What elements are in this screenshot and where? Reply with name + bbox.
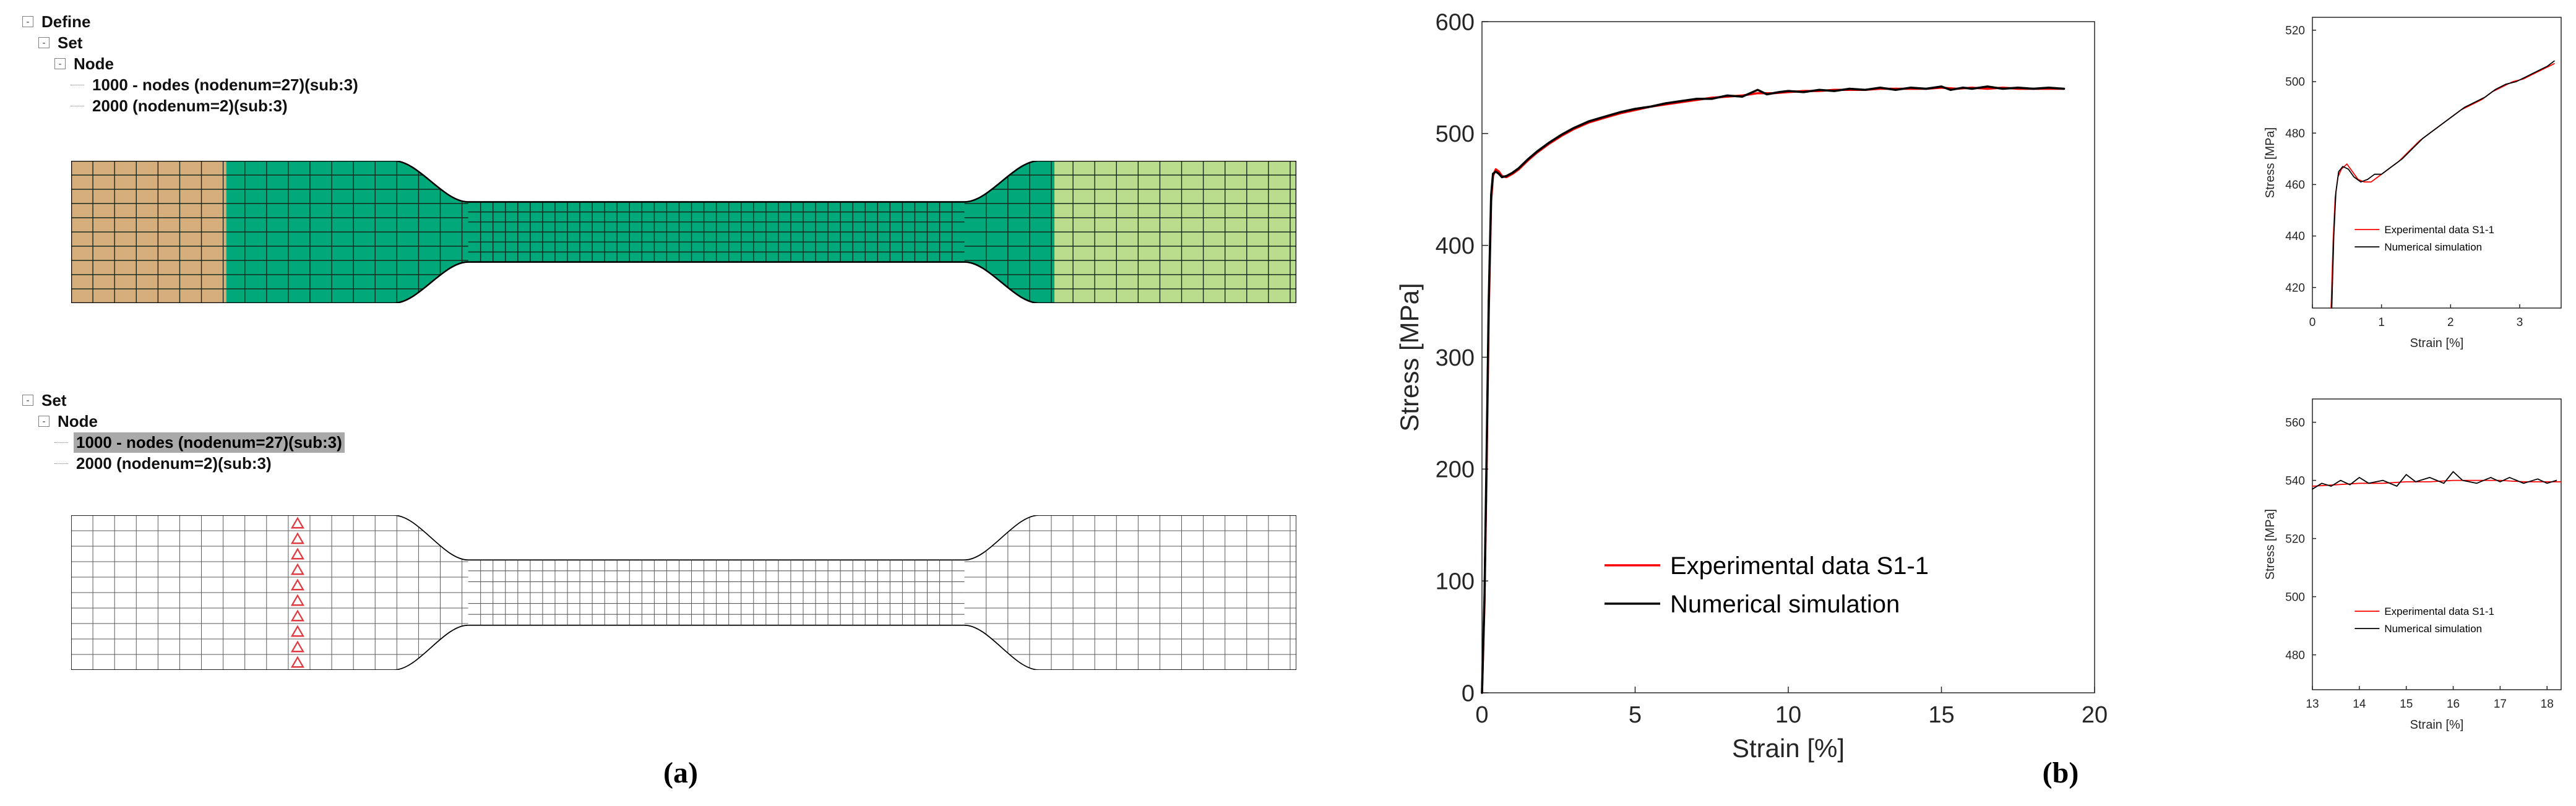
svg-text:0: 0 bbox=[2309, 316, 2316, 329]
svg-text:600: 600 bbox=[1436, 9, 1475, 35]
svg-text:Experimental data S1-1: Experimental data S1-1 bbox=[2384, 224, 2494, 236]
mesh-wireframe-specimen bbox=[71, 515, 1296, 670]
svg-text:2: 2 bbox=[2447, 316, 2454, 329]
svg-text:18: 18 bbox=[2541, 698, 2554, 711]
svg-text:540: 540 bbox=[2285, 474, 2305, 487]
svg-text:300: 300 bbox=[1436, 345, 1475, 371]
stress-strain-inset-plateau: 13 14 15 16 17 18 480 500 520 540 560 Strain [%] Str… bbox=[2264, 398, 2562, 732]
model-tree-top: - Define - Set - Node 1000 - nodes (nodenum=27… bbox=[19, 11, 361, 116]
mesh-colored-specimen bbox=[71, 161, 1296, 303]
tree-item[interactable]: 1000 - nodes (nodenum=27)(sub:3) bbox=[19, 432, 345, 453]
tree-item-label: 1000 - nodes (nodenum=27)(sub:3) bbox=[92, 75, 358, 94]
svg-text:10: 10 bbox=[1775, 702, 1801, 728]
tree-collapse-icon[interactable]: - bbox=[38, 37, 50, 48]
svg-text:Stress [MPa]: Stress [MPa] bbox=[1395, 283, 1424, 431]
svg-text:Strain [%]: Strain [%] bbox=[2410, 718, 2464, 732]
svg-text:Numerical simulation: Numerical simulation bbox=[2384, 241, 2482, 253]
svg-text:Numerical simulation: Numerical simulation bbox=[2384, 623, 2482, 635]
svg-text:420: 420 bbox=[2285, 281, 2305, 294]
svg-text:14: 14 bbox=[2353, 698, 2366, 711]
svg-text:520: 520 bbox=[2285, 24, 2305, 37]
svg-text:15: 15 bbox=[2400, 698, 2413, 711]
svg-text:500: 500 bbox=[1436, 121, 1475, 147]
tree-item[interactable]: - Node bbox=[19, 411, 345, 432]
svg-text:Stress [MPa]: Stress [MPa] bbox=[2264, 509, 2277, 580]
svg-text:560: 560 bbox=[2285, 416, 2305, 429]
svg-text:520: 520 bbox=[2285, 533, 2305, 546]
stress-strain-inset-initial: 0 1 2 3 420 440 460 480 500 520 Strain [%] Stress [… bbox=[2264, 17, 2562, 350]
tree-item-label-selected: 1000 - nodes (nodenum=27)(sub:3) bbox=[74, 432, 345, 453]
svg-text:0: 0 bbox=[1475, 702, 1488, 728]
svg-text:Strain [%]: Strain [%] bbox=[1732, 734, 1845, 763]
tree-collapse-icon[interactable]: - bbox=[54, 58, 66, 69]
svg-text:1: 1 bbox=[2378, 316, 2385, 329]
svg-text:Experimental data S1-1: Experimental data S1-1 bbox=[2384, 606, 2494, 617]
tree-item-label: Define bbox=[41, 12, 91, 31]
tree-branch-line bbox=[54, 442, 68, 443]
svg-text:15: 15 bbox=[1928, 702, 1954, 728]
tree-collapse-icon[interactable]: - bbox=[38, 416, 50, 427]
tree-item[interactable]: 2000 (nodenum=2)(sub:3) bbox=[19, 95, 361, 116]
tree-item[interactable]: - Define bbox=[19, 11, 361, 32]
tree-collapse-icon[interactable]: - bbox=[22, 395, 33, 406]
model-tree-bottom: - Set - Node 1000 - nodes (nodenum=27)(sub:3… bbox=[19, 390, 345, 474]
tree-collapse-icon[interactable]: - bbox=[22, 16, 33, 27]
svg-text:5: 5 bbox=[1629, 702, 1642, 728]
svg-text:500: 500 bbox=[2285, 76, 2305, 89]
svg-text:13: 13 bbox=[2306, 698, 2319, 711]
svg-text:3: 3 bbox=[2517, 316, 2523, 329]
tree-item[interactable]: - Node bbox=[19, 53, 361, 74]
tree-item-label: 2000 (nodenum=2)(sub:3) bbox=[76, 453, 272, 473]
svg-text:440: 440 bbox=[2285, 230, 2305, 243]
svg-text:Numerical simulation: Numerical simulation bbox=[1670, 591, 1900, 618]
tree-item-label: Node bbox=[74, 54, 114, 73]
svg-text:Strain [%]: Strain [%] bbox=[2410, 337, 2464, 350]
tree-item[interactable]: 2000 (nodenum=2)(sub:3) bbox=[19, 453, 345, 474]
tree-item[interactable]: 1000 - nodes (nodenum=27)(sub:3) bbox=[19, 74, 361, 95]
svg-text:Experimental data S1-1: Experimental data S1-1 bbox=[1670, 552, 1929, 580]
svg-text:16: 16 bbox=[2447, 698, 2460, 711]
tree-item-label: 2000 (nodenum=2)(sub:3) bbox=[92, 96, 288, 115]
tree-item-label: Set bbox=[58, 33, 83, 52]
svg-text:0: 0 bbox=[1462, 680, 1475, 706]
subfigure-label-b: (b) bbox=[2042, 757, 2079, 789]
boundary-condition-markers bbox=[290, 517, 304, 668]
svg-text:100: 100 bbox=[1436, 568, 1475, 594]
svg-text:480: 480 bbox=[2285, 127, 2305, 140]
svg-text:200: 200 bbox=[1436, 457, 1475, 483]
svg-text:Stress [MPa]: Stress [MPa] bbox=[2264, 127, 2277, 198]
svg-text:17: 17 bbox=[2494, 698, 2507, 711]
svg-text:400: 400 bbox=[1436, 233, 1475, 259]
tree-item-label: Node bbox=[58, 411, 98, 431]
subfigure-label-a: (a) bbox=[663, 757, 698, 789]
svg-text:460: 460 bbox=[2285, 179, 2305, 192]
tree-item-label: Set bbox=[41, 390, 67, 409]
tree-branch-line bbox=[54, 463, 68, 464]
svg-text:480: 480 bbox=[2285, 649, 2305, 662]
svg-text:500: 500 bbox=[2285, 591, 2305, 604]
svg-text:20: 20 bbox=[2082, 702, 2108, 728]
tree-item[interactable]: - Set bbox=[19, 390, 345, 411]
tree-item[interactable]: - Set bbox=[19, 32, 361, 53]
